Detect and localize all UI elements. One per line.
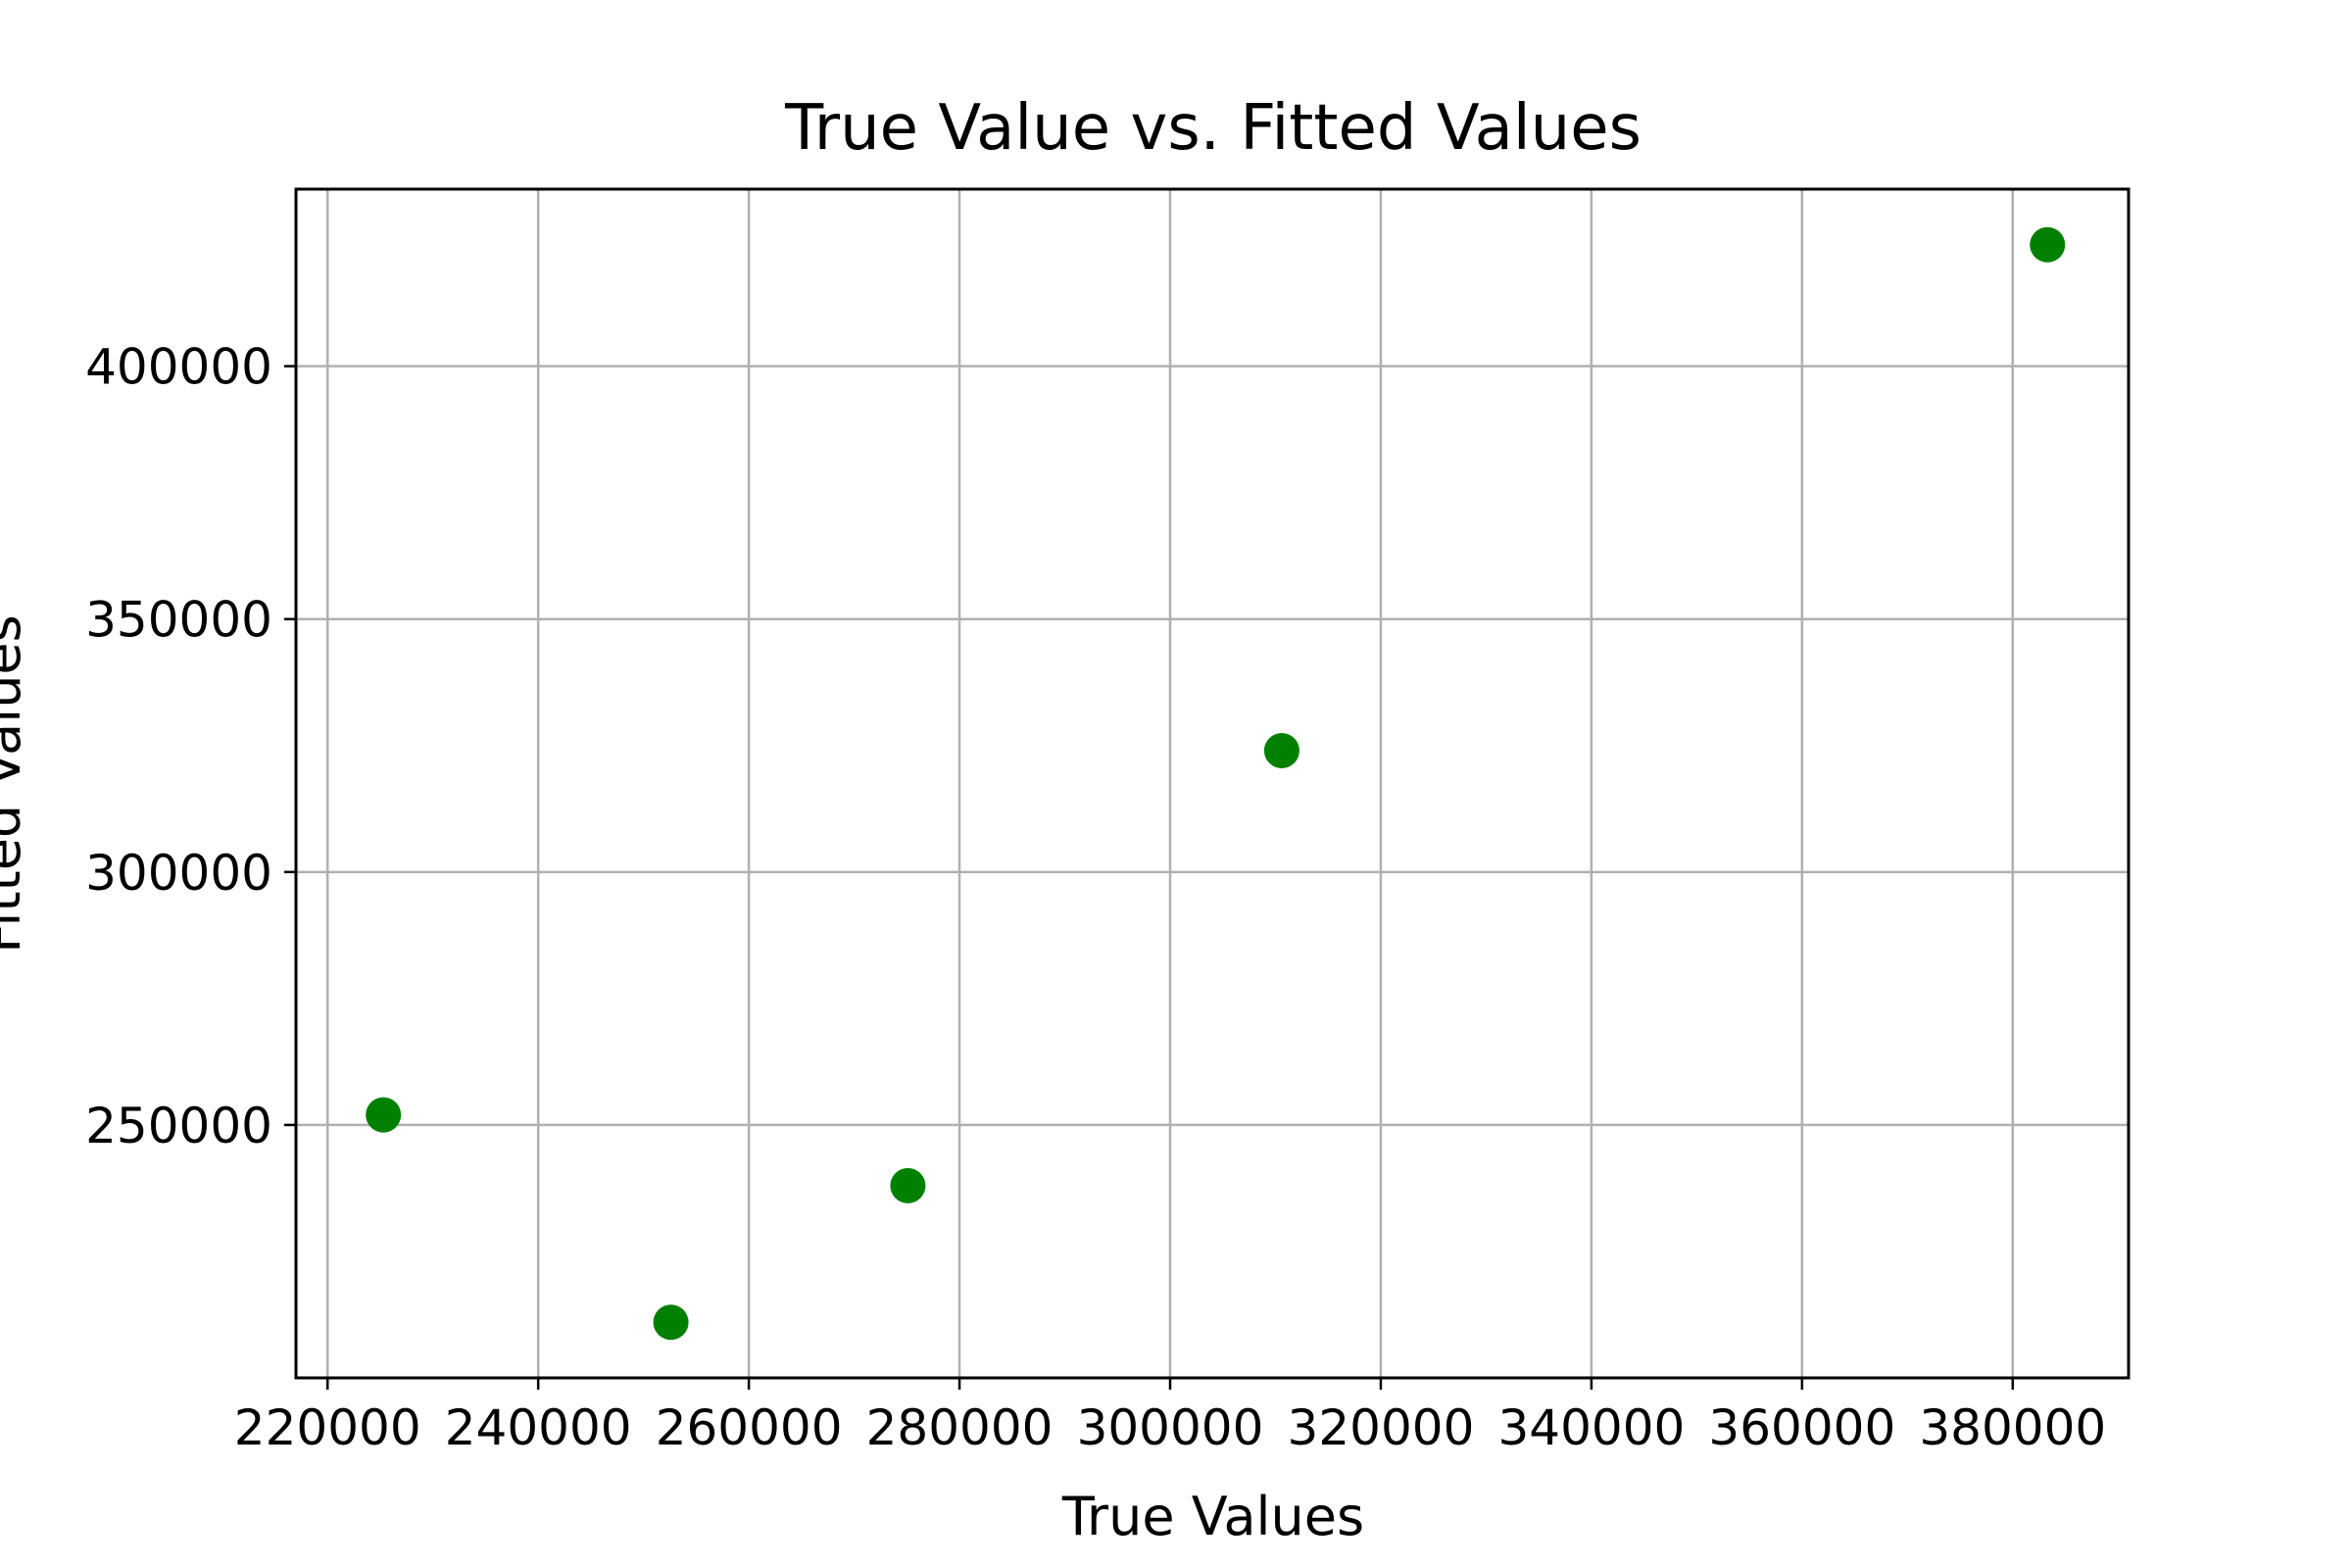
- x-tick-label: 360000: [1708, 1399, 1895, 1456]
- data-point: [366, 1097, 402, 1133]
- x-axis-label: True Values: [1061, 1486, 1364, 1547]
- data-points: [366, 226, 2066, 1341]
- x-tick-label: 300000: [1077, 1399, 1264, 1456]
- data-point: [890, 1167, 926, 1203]
- y-tick-label: 350000: [85, 592, 272, 649]
- x-tick-label: 260000: [656, 1399, 843, 1456]
- y-tick-label: 400000: [85, 339, 272, 396]
- x-tick-label: 380000: [1919, 1399, 2106, 1456]
- x-tick-label: 240000: [445, 1399, 632, 1456]
- data-point: [653, 1304, 689, 1341]
- y-tick-label: 300000: [85, 845, 272, 902]
- data-point: [1263, 732, 1299, 768]
- chart-title: True Value vs. Fitted Values: [784, 92, 1642, 165]
- data-point: [2030, 226, 2066, 263]
- grid-lines: [296, 189, 2129, 1378]
- axis-ticks: 220000 240000 260000 280000 300000 320000 3400…: [85, 339, 2106, 1456]
- x-tick-label: 220000: [234, 1399, 421, 1456]
- x-tick-label: 320000: [1288, 1399, 1475, 1456]
- x-tick-label: 280000: [866, 1399, 1054, 1456]
- x-tick-label: 340000: [1497, 1399, 1685, 1456]
- y-tick-label: 250000: [85, 1098, 272, 1154]
- plot-frame: [294, 187, 2131, 1380]
- y-axis-label: Fitted Values: [0, 614, 32, 954]
